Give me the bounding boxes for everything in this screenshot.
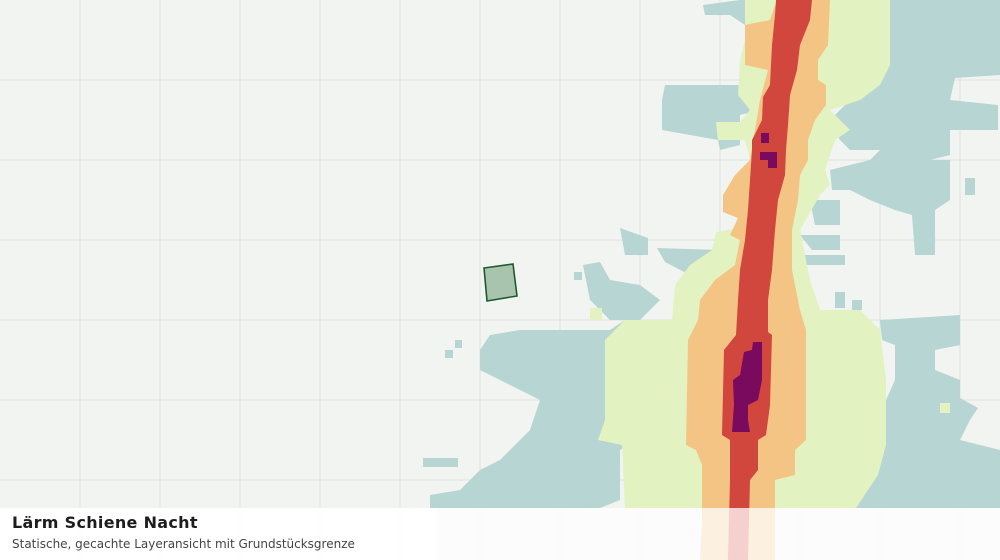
parcel-boundary[interactable] (483, 263, 518, 302)
layer-title: Lärm Schiene Nacht (12, 513, 198, 532)
legend-panel: Lärm Schiene Nacht Statische, gecachte L… (0, 508, 1000, 560)
legend-panel-background (0, 508, 437, 560)
noise-extreme (732, 133, 777, 432)
layer-subtitle: Statische, gecachte Layeransicht mit Gru… (12, 537, 355, 551)
